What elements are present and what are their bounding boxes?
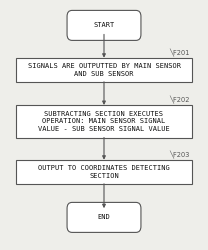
Text: ╲F202: ╲F202 <box>169 96 190 104</box>
Text: OUTPUT TO COORDINATES DETECTING
SECTION: OUTPUT TO COORDINATES DETECTING SECTION <box>38 165 170 179</box>
Text: ╲F201: ╲F201 <box>170 49 190 57</box>
FancyBboxPatch shape <box>67 202 141 232</box>
Text: ╲F203: ╲F203 <box>170 151 190 159</box>
Bar <box>16 160 192 184</box>
Text: SUBTRACTING SECTION EXECUTES
OPERATION: MAIN SENSOR SIGNAL
VALUE - SUB SENSOR SI: SUBTRACTING SECTION EXECUTES OPERATION: … <box>38 111 170 132</box>
Text: START: START <box>93 22 115 28</box>
Text: SIGNALS ARE OUTPUTTED BY MAIN SENSOR
AND SUB SENSOR: SIGNALS ARE OUTPUTTED BY MAIN SENSOR AND… <box>27 63 181 77</box>
Bar <box>16 105 192 138</box>
Text: END: END <box>98 214 110 220</box>
Bar <box>16 58 192 82</box>
FancyBboxPatch shape <box>67 10 141 40</box>
